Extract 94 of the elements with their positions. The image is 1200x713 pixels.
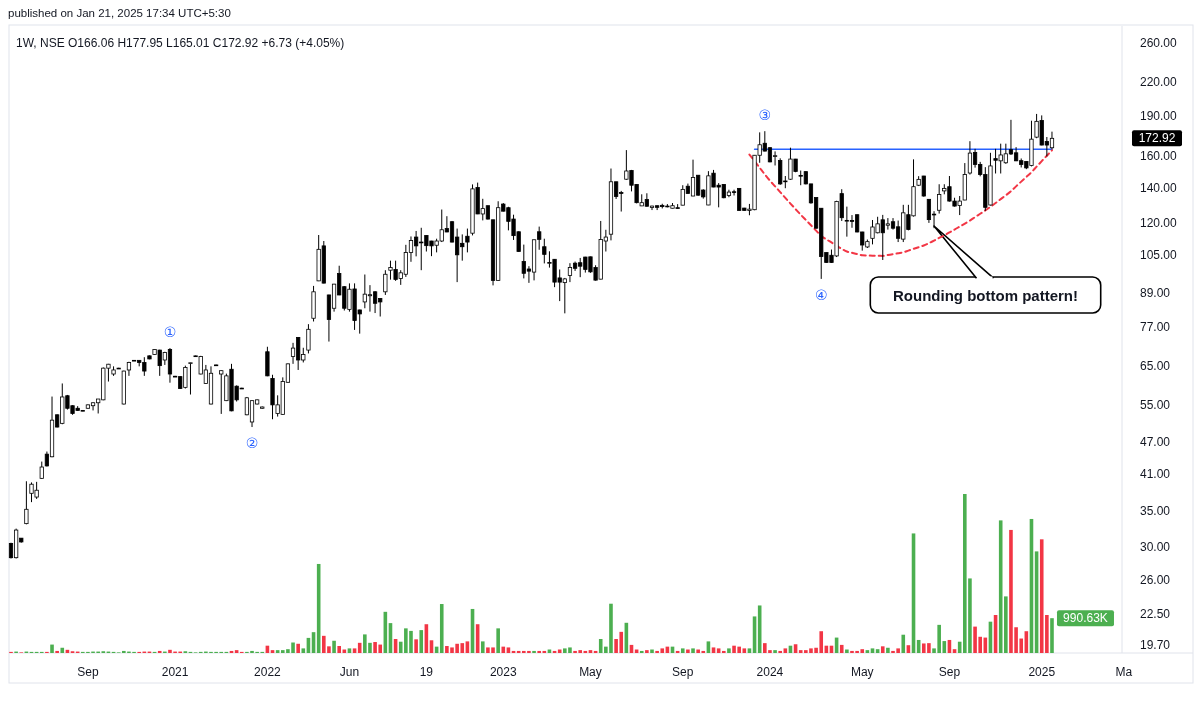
y-tick-label: 55.00 (1140, 398, 1171, 413)
y-tick-label: 26.00 (1140, 572, 1171, 587)
y-tick-label: 65.00 (1140, 359, 1171, 374)
bar (727, 648, 731, 653)
text: published on Jan 21, 2025 17:34 UTC+5:30 (8, 7, 231, 19)
candlestick (567, 262, 573, 283)
x-tick-label: Sep (672, 665, 694, 679)
bar (501, 646, 506, 653)
bar (691, 648, 695, 653)
y-tick-label: 35.00 (1140, 503, 1171, 518)
candlestick (542, 238, 547, 264)
bar (839, 644, 844, 653)
bar (901, 634, 906, 653)
bar (588, 650, 593, 653)
bar (337, 646, 341, 653)
bar (880, 646, 885, 653)
bar (778, 650, 782, 653)
bar (496, 628, 500, 653)
candlestick (306, 323, 311, 354)
y-tick-label: 89.00 (1140, 286, 1171, 301)
bar (680, 648, 685, 653)
annotation: ② (245, 435, 259, 452)
annotation: ④ (814, 286, 828, 303)
x-tick-label: May (850, 665, 874, 679)
bar (296, 643, 300, 653)
bar (506, 647, 511, 653)
y-tick-label: 30.00 (1140, 539, 1171, 554)
x-tick-label: Sep (938, 665, 961, 679)
y-tick-label: 105.00 (1140, 247, 1178, 262)
x-tick-label: Sep (77, 665, 99, 679)
bar (419, 630, 424, 653)
candlestick (383, 269, 388, 296)
y-tick-label: 19.70 (1140, 637, 1171, 652)
annotation: ③ (758, 107, 772, 124)
bar (721, 650, 726, 653)
text: 172.92 (1138, 131, 1176, 146)
bar (645, 650, 649, 653)
y-tick-label: 120.00 (1140, 216, 1178, 231)
candlestick (849, 214, 855, 229)
x-tick-label: 19 (419, 665, 434, 679)
x-tick-label: 2021 (161, 665, 189, 679)
annotation: 990.63K (1063, 611, 1108, 626)
x-tick-label: 2025 (1028, 665, 1056, 679)
candlestick (926, 198, 932, 224)
x-tick-label: May (579, 665, 602, 679)
y-tick-label: 160.00 (1140, 149, 1178, 164)
x-tick-label: Jun (339, 665, 360, 679)
bar (55, 650, 59, 653)
bar (1050, 618, 1054, 653)
candlestick (937, 183, 942, 215)
annotation: Rounding bottom pattern! (893, 286, 1078, 304)
bar (711, 647, 716, 653)
x-tick-label: 2024 (756, 665, 784, 679)
x-tick-label: 2023 (489, 665, 517, 679)
text: 1W, NSE O166.06 H177.95 L165.01 C172.92 +6.73 (+4.05%) (16, 36, 345, 50)
candlestick (249, 399, 255, 428)
y-tick-label: 220.00 (1140, 75, 1178, 90)
y-tick-label: 260.00 (1140, 36, 1178, 51)
bar (886, 647, 890, 653)
bar (50, 644, 54, 653)
bar (332, 640, 336, 653)
annotation: ① (163, 324, 177, 341)
bar (532, 650, 536, 653)
y-tick-label: 22.50 (1140, 606, 1171, 621)
candlestick (967, 140, 973, 176)
y-tick-label: 190.00 (1140, 109, 1178, 124)
bar (650, 649, 654, 653)
y-tick-label: 41.00 (1140, 466, 1171, 481)
bar (275, 650, 280, 653)
candlestick (188, 362, 193, 396)
bar (270, 650, 275, 653)
candlestick (465, 228, 470, 253)
bar (639, 650, 644, 653)
x-tick-label: 2022 (254, 665, 282, 679)
y-tick-label: 140.00 (1140, 180, 1178, 195)
bar (537, 650, 541, 653)
candlestick (24, 480, 29, 525)
x-tick-label: Ma (1115, 665, 1133, 679)
bar (414, 639, 418, 653)
bar (865, 650, 870, 653)
bar (439, 604, 444, 653)
candlestick (772, 150, 778, 166)
bar (301, 648, 306, 653)
bar (60, 647, 65, 653)
bar (686, 649, 690, 653)
candlestick (219, 369, 224, 415)
y-tick-label: 47.00 (1140, 434, 1171, 449)
bar (480, 641, 485, 653)
bar (157, 650, 162, 653)
bar (845, 649, 849, 653)
bar (234, 650, 239, 653)
y-tick-label: 77.00 (1140, 319, 1171, 334)
bar (357, 642, 362, 653)
bar (773, 650, 777, 653)
